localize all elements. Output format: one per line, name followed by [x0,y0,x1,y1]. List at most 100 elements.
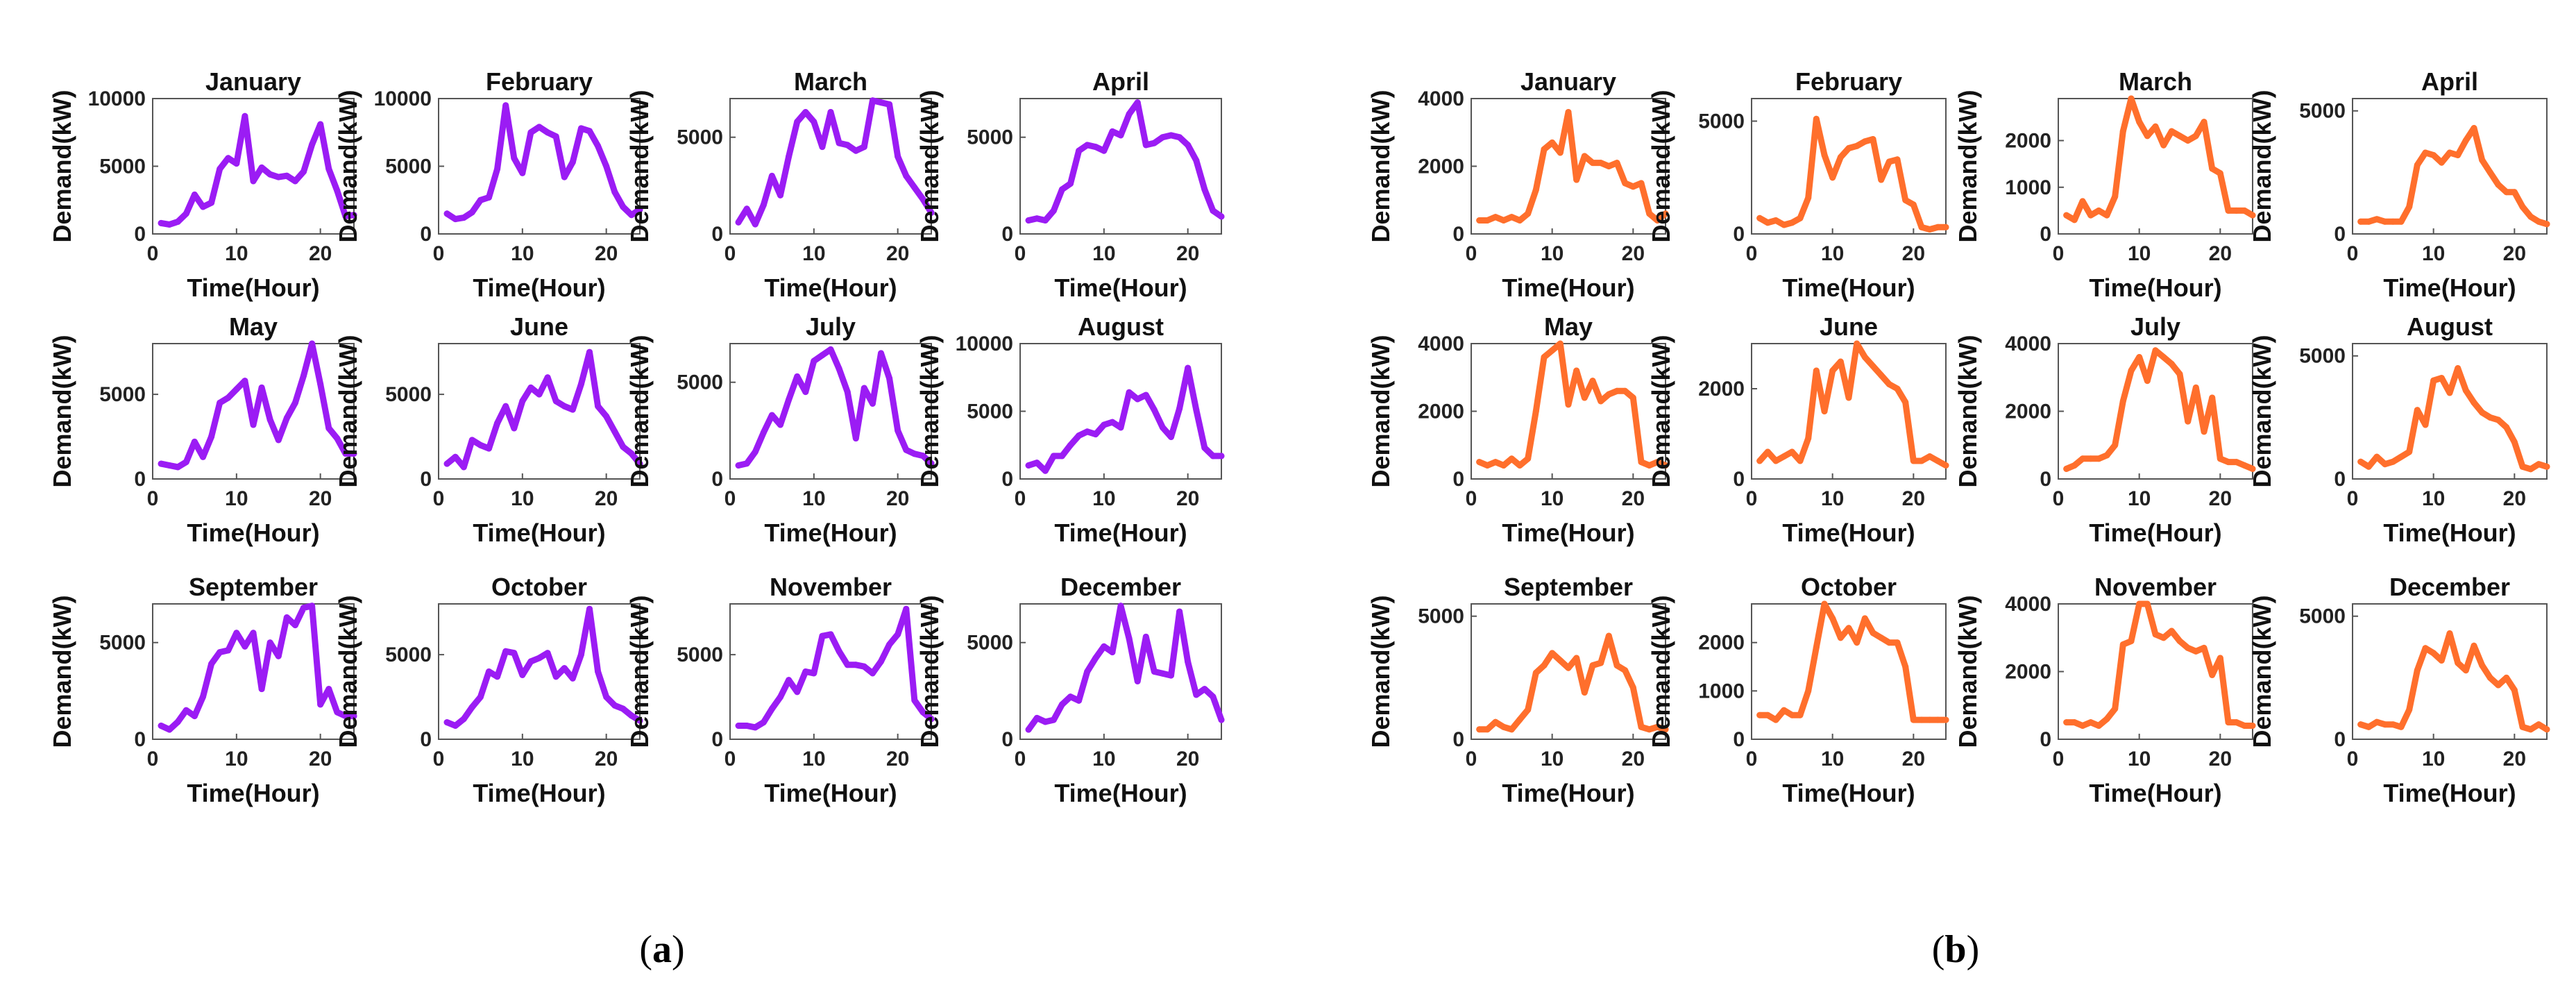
chart-b-february-point-17 [1894,156,1901,163]
chart-b-june-ytick-label-0: 0 [1733,468,1745,491]
chart-b-january-ytick-label-2: 4000 [1418,87,1464,110]
chart-b-october-point-12 [1854,639,1861,646]
chart-a-november-point-2 [752,724,759,731]
chart-b-september-ytick-label-0: 0 [1452,728,1464,751]
chart-b-april-point-22 [2535,218,2542,225]
chart-b-october-ytick-label-0: 0 [1733,728,1745,751]
chart-a-november-point-7 [794,689,801,696]
chart-b-april-point-18 [2503,189,2510,196]
chart-a-october-series-line [443,605,643,729]
chart-a-july-point-17 [878,350,884,357]
chart-b-march: March 0 10 20 0 1000 2000 Time(Hour) Demand(kW) [1954,67,2256,302]
chart-b-june-title: June [1820,312,1878,341]
chart-b-march-point-2 [2079,198,2086,205]
chart-b-august-point-21 [2527,466,2534,473]
chart-b-january-point-6 [1525,210,1532,217]
chart-b-february-point-11 [1845,145,1852,151]
chart-b-july-point-19 [2217,455,2223,462]
chart-b-april-title: April [2421,67,2478,96]
chart-a-september-point-1 [166,726,173,733]
chart-b-april-point-5 [2398,218,2405,225]
chart-a-july-series-line [735,346,935,469]
chart-b-december-point-12 [2455,659,2461,666]
chart-a-march-point-5 [777,192,783,199]
chart-a-march-axes-box [729,98,932,235]
chart-b-january-point-13 [1581,153,1588,160]
chart-b-february-title: February [1795,67,1902,96]
chart-b-march-xtick-label-1: 10 [2128,242,2151,265]
chart-a-march-point-15 [861,144,867,151]
chart-b-june-series-line [1756,340,1949,469]
chart-a-november-point-5 [777,693,783,700]
chart-a-july-point-8 [802,389,809,396]
chart-b-december-axes-box [2352,603,2548,740]
chart-a-march-point-22 [920,196,926,203]
chart-b-march-point-16 [2192,133,2199,140]
chart-b-march-point-15 [2185,137,2192,144]
chart-b-july-point-13 [2168,360,2175,367]
chart-a-january-xlabel: Time(Hour) [187,273,319,302]
chart-a-june-xtick-label-2: 20 [595,487,618,510]
chart-b-october-point-9 [1829,615,1836,622]
chart-a-may-point-11 [250,421,257,428]
chart-a-may-ytick-label-1: 5000 [99,383,146,406]
chart-b-june-ylabel: Demand(kW) [1647,335,1675,487]
chart-a-september-point-9 [233,630,240,637]
chart-a-august-point-5 [1067,441,1074,448]
chart-b-august-point-23 [2543,463,2550,470]
chart-b-may-point-21 [1646,462,1653,469]
chart-a-february-point-12 [544,129,551,136]
chart-a-june-xtick-label-0: 0 [433,487,445,510]
chart-b-july-point-4 [2095,455,2102,462]
chart-b-may-xlabel: Time(Hour) [1502,519,1634,547]
chart-a-may-axes-box [152,343,355,480]
chart-b-november-point-4 [2095,723,2102,729]
chart-a-august-point-7 [1084,428,1091,435]
chart-a-january-point-8 [225,155,232,162]
chart-a-april-point-12 [1126,110,1133,117]
chart-b-february-point-21 [1926,226,1933,233]
chart-a-october-point-15 [569,675,576,682]
chart-b-april-point-10 [2438,159,2445,166]
chart-b-february-point-23 [1942,224,1949,230]
chart-b-december-point-9 [2430,650,2437,657]
chart-a-february-point-2 [460,214,467,221]
chart-b-october-xtick-label-2: 20 [1902,748,1925,770]
chart-a-may-series-line [158,340,357,471]
chart-b-january-point-12 [1573,176,1580,183]
chart-b-august-series-line [2357,365,2550,473]
chart-b-november-point-20 [2225,719,2232,726]
chart-a-september-xtick-label-1: 10 [225,748,248,770]
chart-a-september-axes-box [152,603,355,740]
chart-b-july-point-16 [2192,384,2199,391]
chart-a-june-point-23 [636,460,643,467]
chart-b-july-point-21 [2233,459,2240,466]
chart-a-may-xlabel: Time(Hour) [187,519,319,547]
chart-a-march-point-10 [819,144,826,151]
chart-a-may-point-19 [317,381,324,387]
chart-b-june-xtick-label-1: 10 [1821,487,1844,510]
chart-a-june-point-18 [595,403,602,410]
chart-b-april-point-13 [2462,137,2469,144]
chart-b-november-point-7 [2119,641,2126,648]
chart-b-december-ytick-label-1: 5000 [2299,605,2346,628]
chart-b-november-point-22 [2241,723,2248,729]
chart-a-july-point-6 [786,396,793,403]
chart-a-september-series-line [158,603,357,733]
chart-a-october-point-14 [561,665,568,672]
chart-b-september-point-11 [1565,664,1572,671]
chart-a-november-xtick-label-1: 10 [802,748,825,770]
chart-a-january-point-23 [350,212,357,219]
chart-a-july-point-12 [836,365,842,372]
chart-a-april-point-2 [1042,217,1049,224]
chart-b-september-point-1 [1484,726,1491,733]
chart-a-february-point-22 [628,212,635,219]
chart-b-october-title: October [1801,573,1897,601]
chart-b-may-point-6 [1525,455,1532,462]
chart-b-april-point-12 [2455,152,2461,158]
chart-b-may-title: May [1544,312,1593,341]
chart-a-january-series-line [158,112,357,228]
chart-a-february-xtick-label-1: 10 [511,242,534,265]
chart-a-november-point-19 [895,631,901,638]
chart-a-december-xtick-label-2: 20 [1176,748,1199,770]
